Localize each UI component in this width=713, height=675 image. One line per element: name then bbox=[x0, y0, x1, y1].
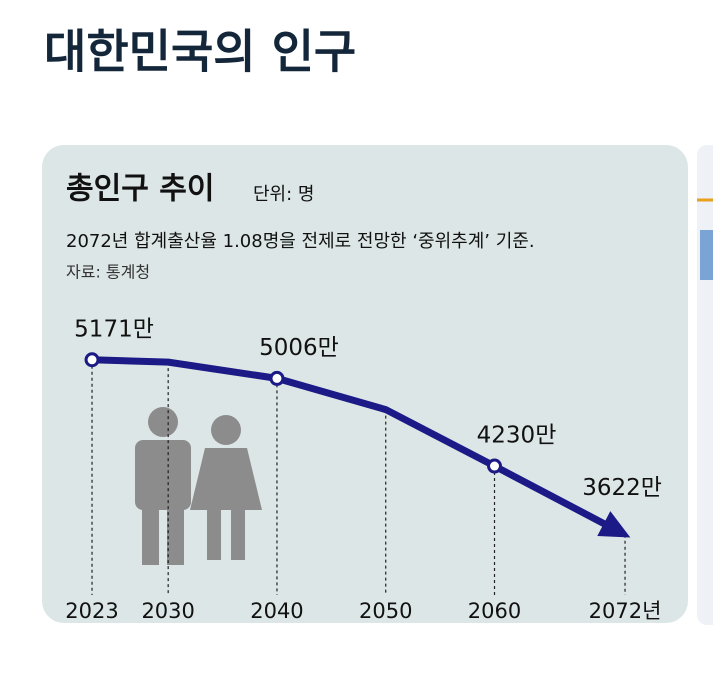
next-card bbox=[697, 145, 713, 625]
next-card-area bbox=[700, 230, 713, 280]
value-label: 5171만 bbox=[74, 316, 154, 342]
chart-source: 자료: 통계청 bbox=[66, 263, 150, 282]
x-tick-label: 2023 bbox=[65, 599, 118, 623]
x-tick-label: 2050 bbox=[359, 599, 412, 623]
x-tick-label: 2072년 bbox=[589, 599, 662, 623]
arrow-head bbox=[597, 511, 631, 538]
chart-title: 총인구 추이 bbox=[66, 172, 214, 207]
population-line bbox=[91, 356, 611, 530]
chart-card bbox=[42, 145, 688, 623]
value-label: 4230만 bbox=[477, 423, 557, 449]
value-label: 5006만 bbox=[259, 335, 339, 361]
point-marker bbox=[487, 458, 503, 474]
x-tick-label: 2060 bbox=[468, 599, 521, 623]
x-tick-label: 2030 bbox=[141, 599, 194, 623]
x-tick-label: 2040 bbox=[250, 599, 303, 623]
people-icon bbox=[135, 407, 262, 565]
chart-subtitle: 2072년 합계출산율 1.08명을 전제로 전망한 ‘중위추계’ 기준. bbox=[66, 231, 535, 252]
value-label: 3622만 bbox=[582, 475, 662, 501]
point-marker bbox=[84, 352, 100, 368]
point-marker bbox=[269, 370, 285, 386]
chart-unit: 단위: 명 bbox=[253, 184, 314, 205]
page-title: 대한민국의 인구 bbox=[44, 25, 356, 79]
